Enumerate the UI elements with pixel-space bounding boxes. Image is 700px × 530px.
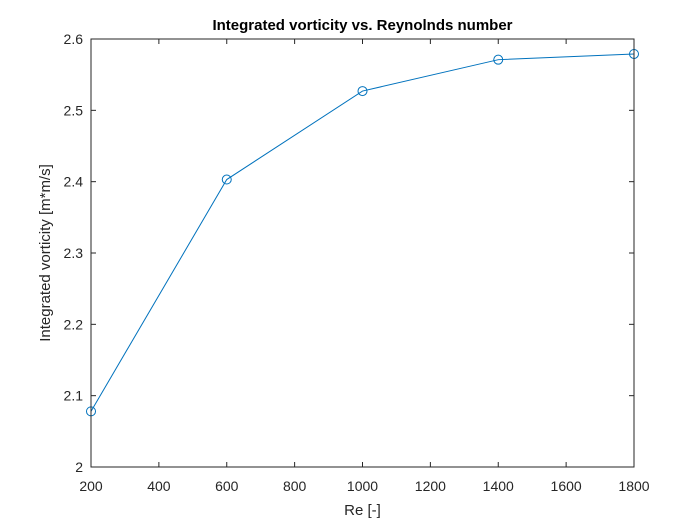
data-point-marker [493,54,504,65]
data-point-marker [221,174,232,185]
x-tick-label: 600 [215,478,239,494]
plot-area [91,39,634,467]
y-tick-label: 2.3 [64,245,84,261]
chart-title: Integrated vorticity vs. Reynolnds numbe… [212,17,512,34]
x-tick-label: 800 [283,478,307,494]
x-axis-title: Re [-] [344,502,381,519]
x-tick-label: 1600 [551,478,582,494]
x-tick-label: 1000 [347,478,378,494]
axes-box [90,38,635,468]
x-tick-label: 400 [147,478,171,494]
y-axis-ticks: 2 2.1 2.2 2.3 2.4 2.5 2.6 [64,31,634,475]
x-tick-label: 1400 [483,478,514,494]
y-tick-label: 2.1 [64,388,84,404]
x-tick-label: 1200 [415,478,446,494]
data-point-marker [357,86,368,97]
y-tick-label: 2 [75,459,83,475]
x-tick-label: 200 [79,478,103,494]
x-tick-label: 1800 [618,478,649,494]
y-tick-label: 2.2 [64,316,84,332]
y-tick-label: 2.5 [64,102,84,118]
x-axis-ticks: 200 400 600 800 1000 1200 1400 1600 1800 [79,39,650,494]
series-line [90,53,635,412]
y-axis-title: Integrated vorticity [m*m/s] [37,164,54,342]
y-tick-label: 2.4 [64,174,84,190]
y-tick-label: 2.6 [64,31,84,47]
